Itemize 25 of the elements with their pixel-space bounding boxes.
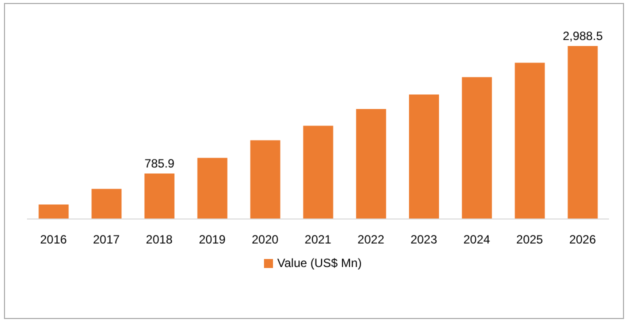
bar [92, 188, 122, 219]
x-tick-label: 2020 [252, 232, 279, 247]
x-tick-label: 2025 [516, 232, 544, 247]
legend-label: Value (US$ Mn) [277, 256, 362, 270]
x-tick-label: 2021 [304, 232, 332, 247]
bar [144, 174, 174, 219]
x-tick-label: 2016 [40, 232, 68, 247]
bar [197, 158, 228, 219]
bar [514, 62, 545, 219]
bar [38, 204, 69, 219]
bar [356, 109, 386, 219]
data-label: 785.9 [144, 156, 175, 171]
x-tick-label: 2017 [93, 232, 120, 247]
x-tick-label: 2024 [463, 232, 490, 247]
x-tick-label: 2023 [410, 232, 438, 247]
x-tick-label: 2019 [198, 232, 226, 247]
bar [250, 140, 280, 219]
bar [568, 46, 598, 219]
bar [462, 77, 492, 219]
x-tick-label: 2022 [358, 232, 385, 247]
data-label: 2,988.5 [562, 29, 604, 43]
x-tick-label: 2018 [146, 232, 173, 247]
bar [303, 126, 334, 219]
x-tick-label: 2026 [569, 232, 596, 247]
bar [409, 94, 440, 219]
